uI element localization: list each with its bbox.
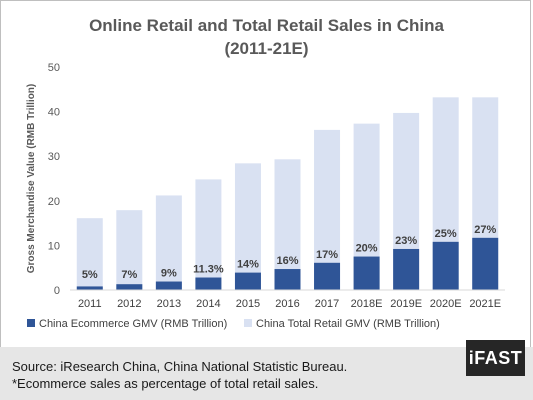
data-label: 11.3% (193, 264, 224, 276)
y-tick-label: 40 (48, 107, 60, 119)
total-retail-bar (274, 159, 301, 290)
total-retail-bar (76, 218, 103, 290)
y-tick-label: 30 (48, 151, 60, 163)
y-tick-label: 50 (48, 62, 60, 74)
data-label: 25% (435, 228, 457, 240)
legend-swatch-ecommerce (27, 319, 35, 327)
total-retail-bar (234, 163, 261, 290)
footnote: *Ecommerce sales as percentage of total … (12, 376, 319, 391)
source-note: Source: iResearch China, China National … (12, 359, 348, 374)
total-retail-bar (155, 195, 182, 290)
y-tick-label: 10 (48, 240, 60, 252)
data-label: 9% (161, 268, 177, 280)
x-tick-label: 2019E (390, 298, 422, 310)
x-tick-label: 2020E (430, 298, 462, 310)
data-label: 5% (82, 269, 98, 281)
data-label: 16% (276, 255, 298, 267)
ecommerce-bar (76, 286, 103, 290)
x-tick-label: 2012 (117, 298, 141, 310)
legend-swatch-total (244, 319, 252, 327)
data-label: 14% (237, 259, 259, 271)
x-tick-label: 2018E (351, 298, 383, 310)
ecommerce-bar (116, 284, 143, 290)
ecommerce-bar (353, 256, 380, 290)
x-tick-label: 2013 (157, 298, 181, 310)
data-label: 17% (316, 249, 338, 261)
y-axis-title: Gross Merchandise Value (RMB Trillion) (26, 84, 37, 274)
ecommerce-bar (393, 248, 420, 290)
x-tick-label: 2016 (275, 298, 299, 310)
y-tick-label: 0 (54, 285, 60, 297)
x-tick-label: 2014 (196, 298, 220, 310)
ecommerce-bar (274, 269, 301, 290)
data-label: 7% (121, 269, 137, 281)
ecommerce-bar (234, 272, 261, 290)
total-retail-bar (195, 179, 222, 290)
x-tick-label: 2011 (78, 298, 102, 310)
x-tick-label: 2015 (236, 298, 260, 310)
chart-title: Online Retail and Total Retail Sales in … (89, 16, 444, 35)
ecommerce-bar (432, 241, 459, 290)
legend-label-total: China Total Retail GMV (RMB Trillion) (256, 318, 440, 330)
ecommerce-bar (155, 281, 182, 290)
chart-subtitle: (2011-21E) (224, 39, 309, 58)
ecommerce-bar (195, 277, 222, 290)
ecommerce-bar (472, 237, 499, 290)
ecommerce-bar (314, 262, 341, 290)
legend-label-ecommerce: China Ecommerce GMV (RMB Trillion) (39, 318, 227, 330)
footer: Source: iResearch China, China National … (0, 347, 533, 400)
data-label: 27% (474, 224, 496, 236)
x-tick-label: 2017 (315, 298, 339, 310)
total-retail-bar (116, 210, 143, 290)
y-tick-label: 20 (48, 196, 60, 208)
x-tick-label: 2021E (469, 298, 501, 310)
ifast-logo: iFAST (466, 340, 525, 376)
data-label: 20% (356, 243, 378, 255)
data-label: 23% (395, 235, 417, 247)
